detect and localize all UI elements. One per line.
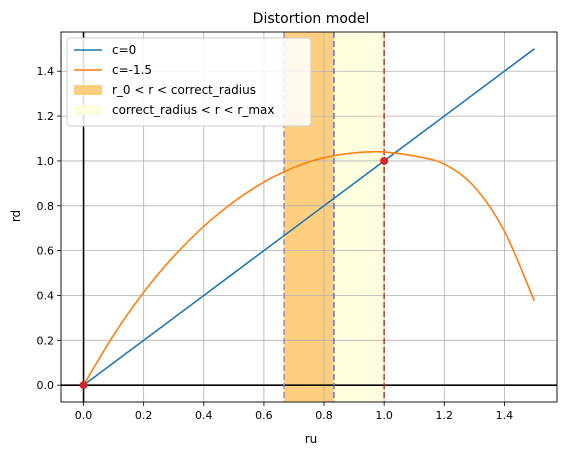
legend-label-2: c=-1.5 <box>112 63 152 77</box>
x-tick-label: 0.2 <box>135 409 153 422</box>
x-axis-label: ru <box>305 432 318 446</box>
band-2 <box>333 32 385 402</box>
x-tick-label: 1.0 <box>375 409 393 422</box>
x-tick-label: 1.4 <box>496 409 514 422</box>
y-tick-label: 1.4 <box>37 65 55 78</box>
x-tick-label: 0.8 <box>315 409 333 422</box>
chart-title: Distortion model <box>253 11 370 27</box>
x-tick-label: 0.4 <box>195 409 213 422</box>
legend-swatch-4 <box>74 105 102 115</box>
plot-frame <box>60 31 558 403</box>
y-tick-label: 1.2 <box>37 110 55 123</box>
y-tick-label: 0.2 <box>37 334 55 347</box>
y-tick-label: 0.0 <box>37 379 55 392</box>
y-tick-label: 0.6 <box>37 245 55 258</box>
legend-label-1: c=0 <box>112 43 136 57</box>
legend-label-4: correct_radius < r < r_max <box>112 103 275 117</box>
series-line-1 <box>83 48 535 386</box>
y-tick-label: 0.8 <box>37 200 55 213</box>
legend: c=0 c=-1.5 r_0 < r < correct_radiuscorrect… <box>66 37 312 127</box>
x-tick-label: 0.6 <box>255 409 273 422</box>
x-tick-label: 1.2 <box>436 409 454 422</box>
legend-label-3: r_0 < r < correct_radius <box>112 83 256 97</box>
legend-box <box>66 37 312 127</box>
legend-swatch-3 <box>74 85 102 95</box>
y-tick-label: 0.4 <box>37 289 55 302</box>
y-tick-label: 1.0 <box>37 155 55 168</box>
series-line-2 <box>82 150 536 386</box>
y-axis-label: rd <box>9 210 23 222</box>
marker-point-1 <box>79 381 88 390</box>
x-tick-label: 0.0 <box>75 409 93 422</box>
plot-area: 0.0 0.2 0.4 0.6 0.8 1.0 1.2 1.4 0.0 0.2 0.4 0.6 0.8 1… <box>37 31 558 422</box>
marker-point-2 <box>380 156 389 165</box>
